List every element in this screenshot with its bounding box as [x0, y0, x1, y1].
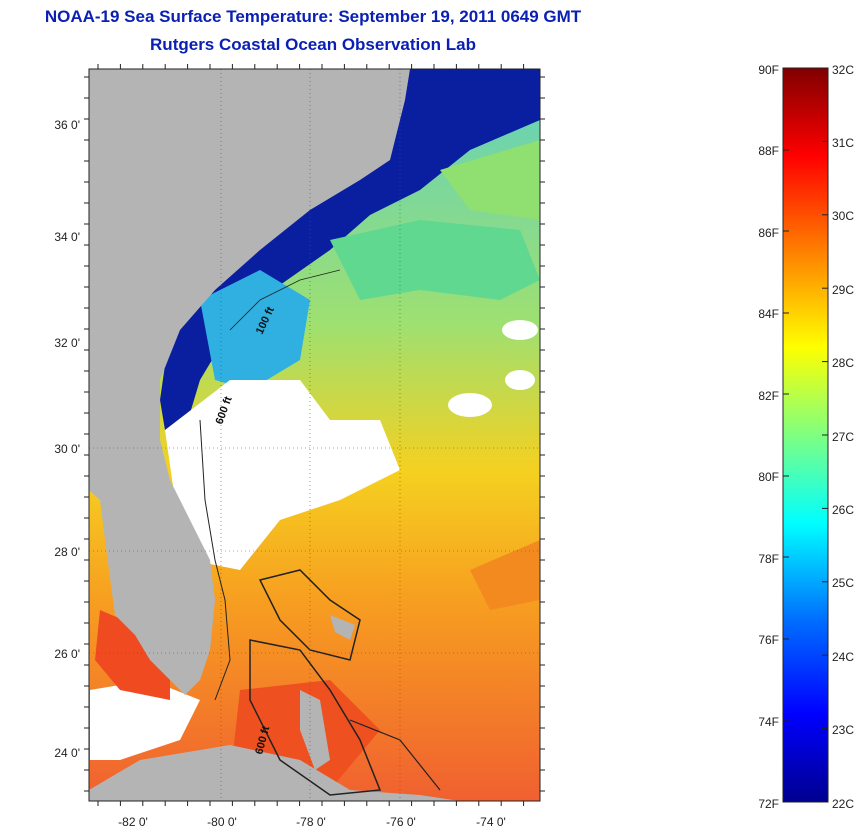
colorbar-f-label: 88F — [758, 144, 779, 158]
colorbar-c-label: 24C — [832, 650, 854, 664]
colorbar-c-label: 28C — [832, 356, 854, 370]
colorbar-gradient — [782, 67, 829, 803]
colorbar-fahrenheit-labels: 90F 88F 86F 84F 82F 80F 78F 76F 74F 72F — [758, 63, 779, 811]
lat-tick-label: 26 0' — [54, 647, 80, 661]
map-imagery: 100 ft 600 ft 600 ft — [89, 69, 540, 801]
lon-axis-labels: -82 0' -80 0' -78 0' -76 0' -74 0' — [118, 815, 506, 829]
depth-contour — [258, 569, 361, 661]
mid-water-patch — [440, 140, 540, 220]
colorbar-f-label: 82F — [758, 389, 779, 403]
colorbar-f-label: 86F — [758, 226, 779, 240]
lat-tick-label: 34 0' — [54, 230, 80, 244]
lat-tick-label: 28 0' — [54, 545, 80, 559]
lat-axis-labels: 36 0' 34 0' 32 0' 30 0' 28 0' 26 0' 24 0… — [54, 118, 80, 760]
lon-tick-label: -76 0' — [386, 815, 416, 829]
colorbar-c-label: 27C — [832, 430, 854, 444]
land-mass-cuba — [89, 745, 460, 801]
colorbar-c-label: 22C — [832, 797, 854, 811]
colorbar-f-label: 72F — [758, 797, 779, 811]
cloud-mask — [448, 393, 492, 417]
mid-water-patch — [330, 220, 540, 300]
land-mass-bahamas — [300, 690, 330, 770]
map-frame — [88, 68, 541, 802]
lat-tick-label: 30 0' — [54, 442, 80, 456]
lon-tick-label: -78 0' — [296, 815, 326, 829]
colorbar-f-label: 80F — [758, 470, 779, 484]
cloud-mask — [502, 320, 538, 340]
cloud-mask — [165, 380, 400, 570]
colorbar-celsius-labels: 32C 31C 30C 29C 28C 27C 26C 25C 24C 23C … — [832, 63, 854, 811]
colorbar-c-label: 25C — [832, 576, 854, 590]
depth-contour — [349, 719, 441, 791]
cloud-mask — [90, 680, 200, 760]
colorbar-c-label: 23C — [832, 723, 854, 737]
land-mass-bahamas — [330, 615, 355, 640]
lat-tick-label: 32 0' — [54, 336, 80, 350]
map-ticks — [84, 64, 545, 806]
colorbar-c-label: 32C — [832, 63, 854, 77]
colorbar-f-label: 90F — [758, 63, 779, 77]
depth-contour — [229, 269, 341, 331]
colorbar-ticks — [783, 67, 828, 803]
colorbar-c-label: 31C — [832, 136, 854, 150]
map-subtitle: Rutgers Coastal Ocean Observation Lab — [150, 35, 476, 54]
lon-tick-label: -80 0' — [207, 815, 237, 829]
colorbar-c-label: 29C — [832, 283, 854, 297]
lon-tick-label: -74 0' — [476, 815, 506, 829]
depth-contour — [249, 639, 382, 796]
colorbar-c-label: 30C — [832, 209, 854, 223]
lon-tick-label: -82 0' — [118, 815, 148, 829]
colorbar-f-label: 74F — [758, 715, 779, 729]
colorbar-c-label: 26C — [832, 503, 854, 517]
colorbar: 90F 88F 86F 84F 82F 80F 78F 76F 74F 72F … — [758, 63, 854, 811]
colorbar-f-label: 78F — [758, 552, 779, 566]
land-mass-us — [89, 69, 410, 695]
lat-tick-label: 24 0' — [54, 746, 80, 760]
depth-contour — [199, 419, 231, 701]
cool-water-patch — [200, 270, 310, 390]
cloud-mask — [505, 370, 535, 390]
colorbar-f-label: 76F — [758, 633, 779, 647]
cold-water-region — [160, 69, 540, 430]
warm-water-patch — [470, 540, 540, 610]
colorbar-f-label: 84F — [758, 307, 779, 321]
map-title: NOAA-19 Sea Surface Temperature: Septemb… — [44, 7, 582, 26]
lat-tick-label: 36 0' — [54, 118, 80, 132]
